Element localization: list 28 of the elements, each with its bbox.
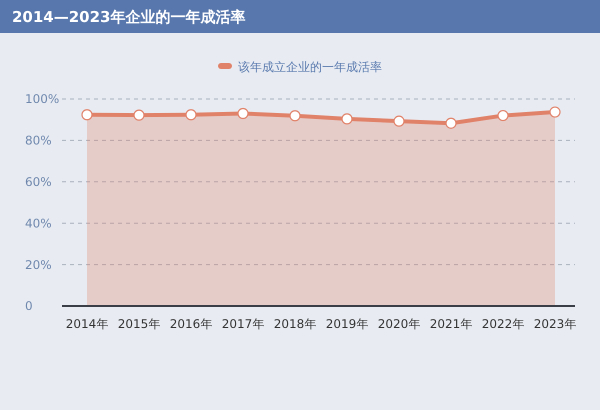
x-tick-label: 2019年	[326, 317, 368, 331]
point	[133, 110, 145, 121]
y-tick-label: 0	[25, 299, 33, 314]
y-tick-label: 40%	[25, 216, 52, 230]
x-tick-label: 2014年	[66, 317, 108, 331]
legend-label: 该年成立企业的一年成活率	[238, 60, 382, 74]
point	[549, 106, 561, 118]
point	[497, 110, 509, 122]
y-tick-label: 60%	[25, 175, 52, 189]
point	[393, 116, 405, 127]
x-tick-label: 2017年	[222, 317, 264, 331]
x-tick-label: 2022年	[482, 317, 524, 331]
chart-title: 2014—2023年企业的一年成活率	[12, 8, 246, 26]
point	[341, 113, 353, 124]
y-tick-label: 100%	[25, 92, 60, 106]
point	[237, 108, 249, 120]
x-tick-label: 2021年	[430, 317, 472, 331]
y-tick-label: 80%	[25, 134, 52, 148]
x-tick-label: 2016年	[170, 317, 212, 331]
x-tick-label: 2020年	[378, 317, 420, 331]
point	[81, 109, 93, 120]
x-tick-label: 2015年	[118, 317, 160, 331]
x-tick-label: 2023年	[534, 317, 576, 331]
x-tick-label: 2018年	[274, 317, 316, 331]
y-tick-label: 20%	[25, 258, 52, 272]
point	[445, 118, 457, 129]
point	[289, 110, 301, 122]
point	[185, 109, 197, 120]
